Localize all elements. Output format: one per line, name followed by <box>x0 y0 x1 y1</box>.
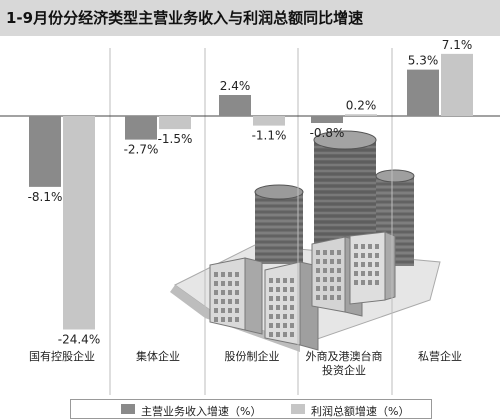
bar-revenue-4 <box>407 69 439 116</box>
legend: 主营业务收入增速（%） 利润总额增速（%） <box>70 399 432 419</box>
value-label-profit-0: -24.4% <box>58 333 100 347</box>
bar-profit-4 <box>441 53 473 116</box>
value-label-revenue-3: -0.8% <box>310 126 345 140</box>
value-label-revenue-1: -2.7% <box>124 143 159 157</box>
coin-stack-left <box>254 184 304 264</box>
bar-profit-2 <box>253 116 285 126</box>
buildings <box>209 231 396 351</box>
value-label-profit-1: -1.5% <box>158 132 193 146</box>
bar-revenue-3 <box>311 116 343 123</box>
coins-and-buildings-illustration <box>170 130 441 352</box>
bar-revenue-0 <box>29 116 61 187</box>
legend-label-profit: 利润总额增速（%） <box>311 405 410 418</box>
bar-profit-3 <box>345 114 377 116</box>
category-label-2: 股份制企业 <box>225 349 280 363</box>
bars <box>29 53 473 330</box>
legend-swatch-revenue <box>121 404 135 414</box>
value-label-revenue-0: -8.1% <box>28 190 63 204</box>
category-label-3-line1: 投资企业 <box>322 363 366 377</box>
value-labels: -8.1% -2.7% 2.4% -0.8% 5.3% -24.4% -1.5% -1.1% 0… <box>28 38 473 347</box>
category-label-1: 集体企业 <box>136 349 180 363</box>
value-label-profit-4: 7.1% <box>442 38 473 52</box>
legend-label-revenue: 主营业务收入增速（%） <box>141 405 262 418</box>
bar-profit-0 <box>63 116 95 330</box>
legend-swatch-profit <box>291 404 305 414</box>
chart-title: 1-9月份分经济类型主营业务收入与利润总额同比增速 <box>6 9 364 27</box>
bar-profit-1 <box>159 116 191 130</box>
category-label-4: 私营企业 <box>418 349 462 363</box>
value-label-profit-3: 0.2% <box>346 98 377 112</box>
bar-revenue-1 <box>125 116 157 140</box>
bar-revenue-2 <box>219 95 251 116</box>
category-label-0: 国有控股企业 <box>29 349 95 363</box>
value-label-revenue-4: 5.3% <box>408 54 439 68</box>
value-label-profit-2: -1.1% <box>252 129 287 143</box>
category-label-3-line0: 外商及港澳台商 <box>306 349 383 363</box>
value-label-revenue-2: 2.4% <box>220 79 251 93</box>
title-band: 1-9月份分经济类型主营业务收入与利润总额同比增速 <box>0 0 500 36</box>
